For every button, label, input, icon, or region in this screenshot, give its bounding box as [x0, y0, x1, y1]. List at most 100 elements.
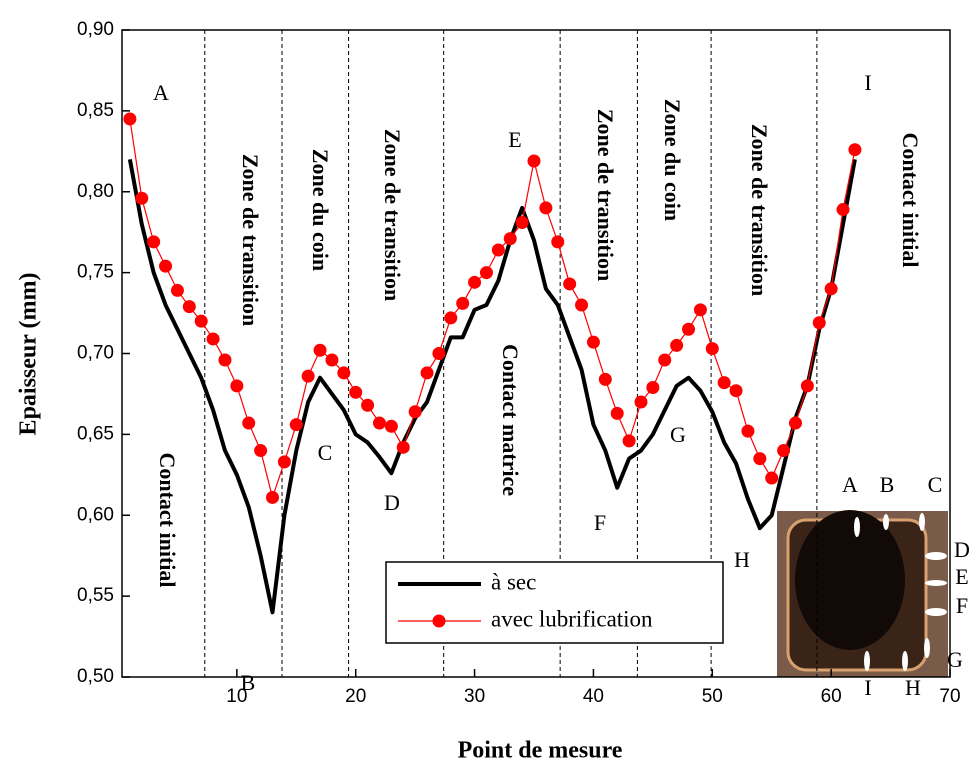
data-point — [123, 112, 137, 126]
x-axis-title: Point de mesure — [458, 738, 623, 764]
zone-label: Zone de transition — [238, 154, 263, 326]
x-tick-label: 60 — [821, 686, 842, 707]
zone-label: Zone de transition — [380, 129, 405, 301]
zone-label: Contact initial — [898, 132, 923, 267]
data-point — [586, 335, 600, 349]
data-point — [788, 416, 802, 430]
data-point — [135, 191, 149, 205]
data-point — [384, 419, 398, 433]
data-point — [337, 366, 351, 380]
point-label: D — [384, 490, 400, 515]
data-point — [717, 376, 731, 390]
data-point — [824, 282, 838, 296]
legend-label: à sec — [491, 569, 536, 594]
data-point — [670, 338, 684, 352]
zone-label: Contact initial — [155, 452, 180, 587]
inset-label: C — [928, 472, 943, 497]
y-tick-label: 0,70 — [77, 343, 114, 364]
data-point — [349, 385, 363, 399]
data-point — [230, 379, 244, 393]
data-point — [372, 416, 386, 430]
data-point — [693, 303, 707, 317]
data-point — [503, 232, 517, 246]
data-point — [527, 154, 541, 168]
inset-label: F — [956, 593, 968, 618]
inset-label: A — [842, 472, 858, 497]
data-point — [254, 444, 268, 458]
data-point — [396, 440, 410, 454]
data-point — [242, 416, 256, 430]
y-tick-label: 0,85 — [77, 100, 114, 121]
data-point — [491, 243, 505, 257]
data-point — [432, 347, 446, 360]
data-point — [539, 201, 553, 215]
data-point — [777, 444, 791, 458]
data-point — [408, 405, 422, 419]
x-tick-label: 50 — [702, 686, 723, 707]
data-point — [610, 406, 624, 420]
data-point — [444, 311, 458, 325]
data-point — [812, 316, 826, 330]
x-tick-label: 70 — [939, 686, 960, 707]
data-point — [301, 369, 315, 383]
zone-label: Zone de transition — [593, 109, 618, 281]
data-point — [658, 353, 672, 367]
data-point — [206, 332, 220, 346]
data-point — [634, 395, 648, 409]
point-label: B — [241, 670, 256, 695]
inset-label: I — [864, 675, 871, 700]
legend-box — [385, 561, 724, 644]
x-tick-label: 30 — [464, 686, 485, 707]
inset-photo — [777, 510, 948, 677]
y-tick-label: 0,75 — [77, 262, 114, 283]
y-tick-label: 0,80 — [77, 181, 114, 202]
point-label: F — [594, 510, 606, 535]
data-point — [159, 259, 173, 273]
inset-label: B — [880, 472, 895, 497]
data-point — [741, 424, 755, 438]
data-point — [682, 322, 696, 336]
inset-label: G — [947, 647, 963, 672]
data-point — [705, 342, 719, 356]
data-point — [361, 398, 375, 412]
data-point — [468, 275, 482, 289]
data-point — [836, 203, 850, 217]
data-point — [456, 296, 470, 310]
y-tick-label: 0,55 — [77, 585, 114, 606]
y-tick-label: 0,60 — [77, 504, 114, 525]
point-label: C — [318, 440, 333, 465]
data-point — [622, 434, 636, 448]
data-point — [753, 452, 767, 466]
data-point — [325, 353, 339, 367]
point-label: G — [670, 422, 686, 447]
data-point — [266, 490, 280, 504]
data-point — [729, 384, 743, 398]
point-label: I — [864, 70, 871, 95]
data-point — [551, 235, 565, 249]
data-point — [313, 343, 327, 357]
data-point — [848, 143, 862, 157]
legend-label: avec lubrification — [491, 606, 653, 631]
point-label: A — [153, 80, 169, 105]
data-point — [182, 300, 196, 314]
data-point — [218, 353, 232, 367]
data-point — [194, 314, 208, 328]
zone-label: Zone de transition — [747, 124, 772, 296]
zone-label: Contact matrice — [498, 344, 523, 496]
data-point — [563, 277, 577, 291]
x-tick-label: 40 — [583, 686, 604, 707]
series-line — [127, 159, 857, 615]
data-point — [598, 372, 612, 386]
data-point — [800, 379, 814, 393]
data-point — [646, 380, 660, 394]
zone-label: Zone du coin — [308, 149, 333, 271]
y-tick-label: 0,90 — [77, 19, 114, 40]
y-tick-label: 0,50 — [77, 666, 114, 687]
inset-label: H — [905, 675, 921, 700]
inset-label: E — [955, 564, 968, 589]
legend-marker — [432, 614, 446, 628]
y-axis-title: Epaisseur (mm) — [16, 273, 42, 436]
data-point — [170, 283, 184, 297]
data-point — [147, 235, 161, 249]
